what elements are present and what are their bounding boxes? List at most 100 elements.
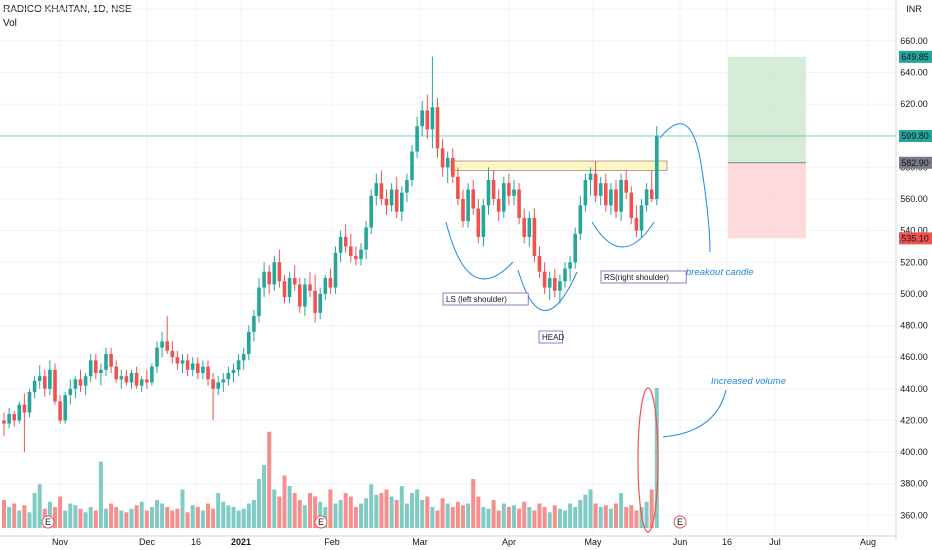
candle[interactable] <box>22 393 27 453</box>
candle[interactable] <box>252 309 256 342</box>
candle[interactable] <box>277 249 282 288</box>
candle[interactable] <box>445 151 450 184</box>
earnings-marker[interactable]: E <box>314 515 328 529</box>
candle[interactable] <box>88 354 93 383</box>
candle[interactable] <box>185 354 190 377</box>
candle[interactable] <box>303 278 307 317</box>
candle[interactable] <box>430 56 435 149</box>
candle[interactable] <box>27 388 32 418</box>
candle[interactable] <box>512 180 516 206</box>
candle[interactable] <box>109 347 113 373</box>
candle[interactable] <box>48 360 52 396</box>
candle[interactable] <box>349 233 353 263</box>
candle[interactable] <box>262 262 266 298</box>
candle[interactable] <box>2 412 6 437</box>
candle[interactable] <box>491 170 496 206</box>
candle[interactable] <box>196 357 200 380</box>
candle[interactable] <box>63 391 67 424</box>
candle[interactable] <box>221 372 226 392</box>
candle[interactable] <box>598 176 603 206</box>
candle[interactable] <box>134 366 139 389</box>
candle[interactable] <box>563 262 567 288</box>
candle[interactable] <box>180 354 185 373</box>
candle[interactable] <box>119 369 124 389</box>
candle[interactable] <box>609 183 613 215</box>
candle[interactable] <box>496 189 501 222</box>
candle[interactable] <box>588 167 593 196</box>
candle[interactable] <box>624 170 628 199</box>
candle[interactable] <box>369 189 373 234</box>
candle[interactable] <box>68 379 73 405</box>
candle[interactable] <box>537 246 542 279</box>
candle[interactable] <box>32 376 37 399</box>
candle[interactable] <box>614 180 618 218</box>
candle[interactable] <box>573 227 577 269</box>
earnings-marker[interactable]: E <box>41 515 55 529</box>
candle[interactable] <box>94 354 98 380</box>
candle[interactable] <box>333 246 338 294</box>
candle[interactable] <box>267 265 271 294</box>
candle[interactable] <box>83 372 88 396</box>
candle[interactable] <box>318 287 322 320</box>
candle[interactable] <box>649 170 654 203</box>
candle[interactable] <box>583 173 588 212</box>
candle[interactable] <box>139 376 144 392</box>
candle[interactable] <box>247 325 251 361</box>
candle[interactable] <box>282 274 287 304</box>
candle[interactable] <box>12 410 16 427</box>
candle[interactable] <box>553 268 557 298</box>
candle[interactable] <box>359 243 363 266</box>
candle[interactable] <box>374 173 379 206</box>
candle[interactable] <box>17 401 22 424</box>
candle[interactable] <box>394 176 399 218</box>
candle[interactable] <box>527 211 532 247</box>
candle[interactable] <box>502 176 506 218</box>
candle[interactable] <box>410 145 414 187</box>
candle[interactable] <box>43 369 47 397</box>
candle[interactable] <box>644 183 649 212</box>
candle[interactable] <box>547 271 552 301</box>
candle[interactable] <box>226 366 231 386</box>
candle[interactable] <box>37 365 42 389</box>
candle[interactable] <box>542 262 547 294</box>
candle[interactable] <box>425 94 430 139</box>
candle[interactable] <box>175 350 180 370</box>
candle[interactable] <box>231 363 236 383</box>
candle[interactable] <box>328 268 333 294</box>
candle[interactable] <box>129 369 134 389</box>
candle[interactable] <box>619 173 623 222</box>
candle[interactable] <box>338 230 343 263</box>
candle[interactable] <box>604 173 608 212</box>
candle[interactable] <box>298 278 302 313</box>
candle[interactable] <box>160 331 164 358</box>
candle[interactable] <box>379 170 384 206</box>
candle[interactable] <box>415 116 419 158</box>
candle[interactable] <box>201 360 205 380</box>
candle[interactable] <box>655 126 659 206</box>
earnings-marker[interactable]: E <box>673 515 687 529</box>
candle[interactable] <box>634 205 639 237</box>
candle[interactable] <box>236 354 241 377</box>
candle[interactable] <box>308 271 312 298</box>
candle[interactable] <box>476 198 481 244</box>
candle[interactable] <box>389 183 394 212</box>
candle[interactable] <box>190 357 195 377</box>
candle[interactable] <box>384 189 389 215</box>
candle[interactable] <box>150 363 154 386</box>
candle[interactable] <box>292 265 297 291</box>
candle[interactable] <box>440 138 445 177</box>
candle[interactable] <box>466 183 470 228</box>
candle[interactable] <box>507 173 511 206</box>
candle[interactable] <box>206 360 210 386</box>
candle[interactable] <box>272 255 277 291</box>
candle[interactable] <box>486 167 491 215</box>
candle[interactable] <box>211 372 215 421</box>
candle[interactable] <box>145 369 149 389</box>
candle[interactable] <box>578 195 583 241</box>
candle[interactable] <box>155 341 159 373</box>
candle[interactable] <box>420 100 424 136</box>
candle[interactable] <box>568 255 572 282</box>
candle[interactable] <box>405 173 409 203</box>
candle[interactable] <box>323 274 328 301</box>
